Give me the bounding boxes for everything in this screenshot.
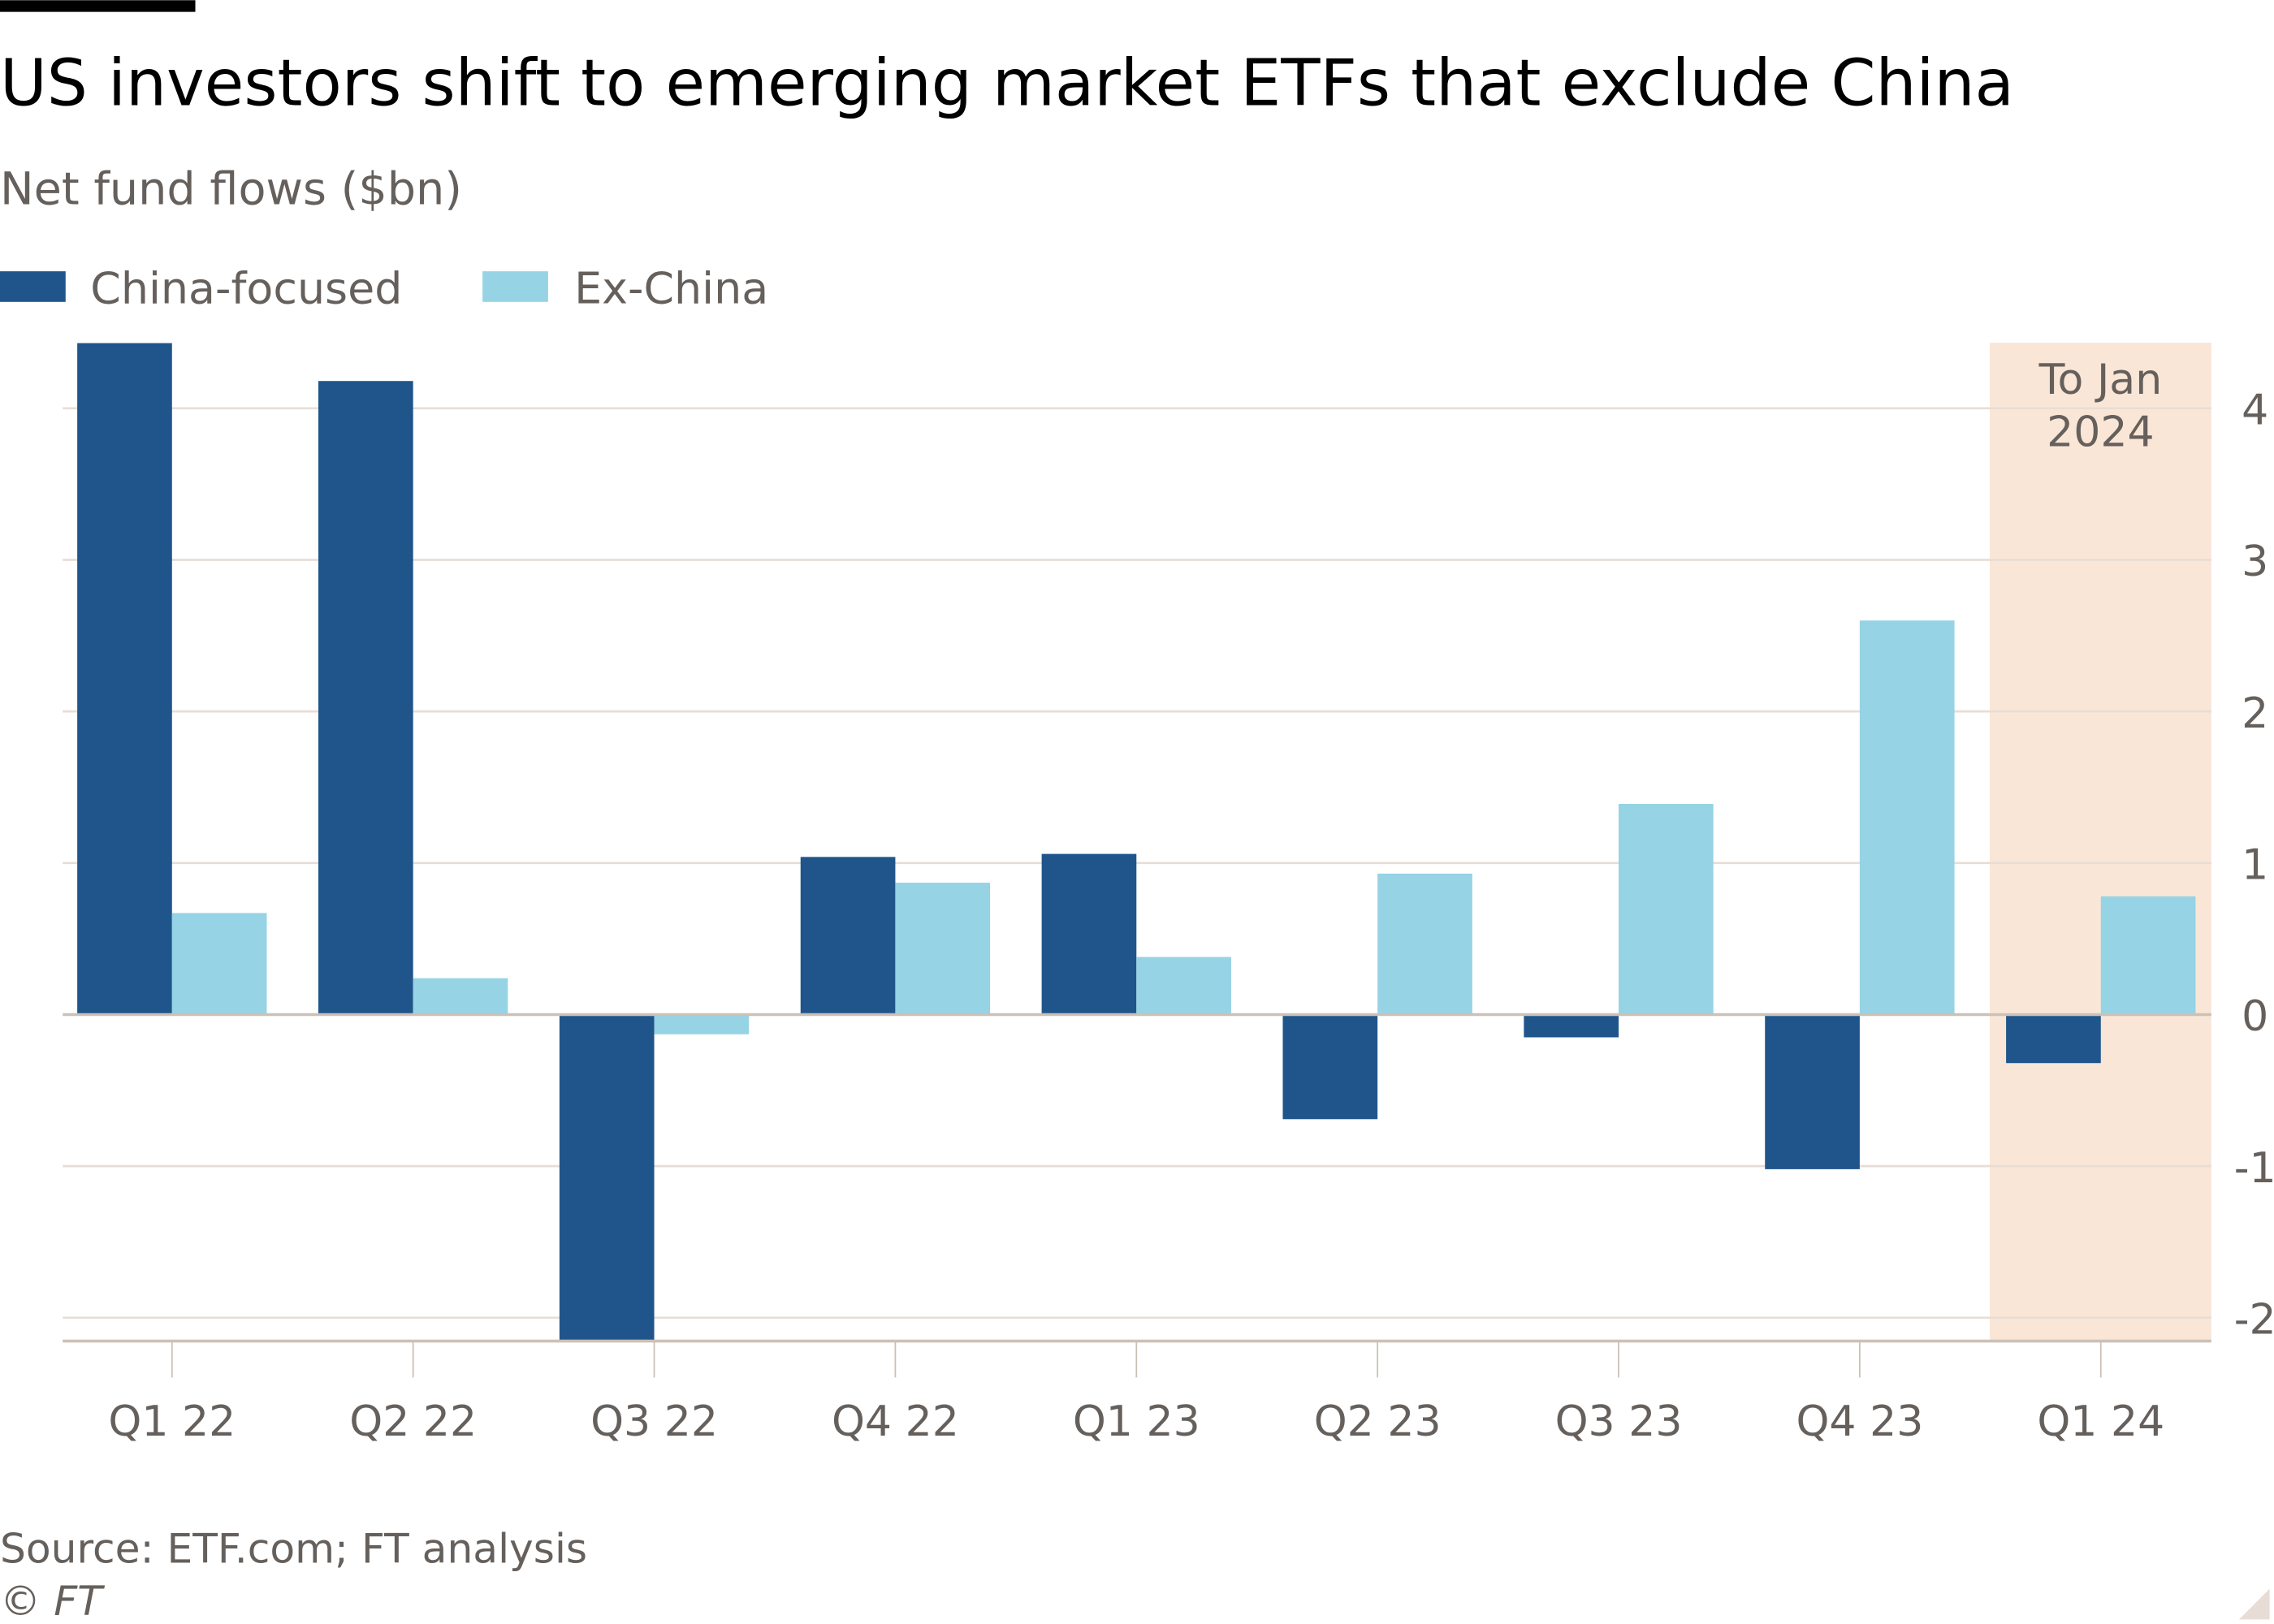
x-tick-label: Q2 23 (1314, 1397, 1442, 1446)
bar-exchina (2100, 896, 2196, 1015)
bar-china (1524, 1014, 1619, 1038)
y-tick-label: 4 (2242, 387, 2268, 435)
bar-exchina (1377, 873, 1472, 1015)
x-tick-label: Q1 22 (108, 1397, 236, 1446)
source-note: Source: ETF.com; FT analysis (0, 1524, 587, 1572)
bar-china (318, 381, 413, 1015)
chart-subtitle: Net fund flows ($bn) (0, 163, 462, 216)
x-tick-label: Q4 22 (832, 1397, 959, 1446)
bar-exchina (1136, 957, 1231, 1015)
x-tick-label: Q2 22 (349, 1397, 477, 1446)
bar-china (800, 857, 896, 1015)
corner-mark-icon (2238, 1588, 2270, 1620)
bar-china (77, 343, 172, 1015)
bar-exchina (654, 1014, 750, 1034)
x-tick-label: Q1 24 (2037, 1397, 2164, 1446)
bar-china (1041, 853, 1137, 1015)
chart-title: US investors shift to emerging market ET… (0, 45, 2014, 120)
bar-exchina (1619, 804, 1714, 1015)
y-tick-label: 1 (2242, 841, 2268, 890)
bar-china (1765, 1014, 1860, 1169)
bar-exchina (1859, 620, 1955, 1015)
highlight-region (1990, 343, 2211, 1341)
annotation-line2: 2024 (2047, 408, 2154, 456)
legend-swatch-china (0, 271, 66, 302)
y-tick-label: -1 (2234, 1144, 2274, 1193)
annotation-line1: To Jan (2038, 356, 2163, 404)
bar-exchina (171, 913, 267, 1015)
y-tick-label: 2 (2242, 689, 2268, 738)
bar-exchina (413, 978, 508, 1015)
y-tick-label: 3 (2242, 538, 2268, 586)
x-tick-label: Q3 23 (1555, 1397, 1683, 1446)
x-tick-label: Q4 23 (1796, 1397, 1923, 1446)
y-tick-label: 0 (2242, 992, 2268, 1041)
x-tick-label: Q1 23 (1073, 1397, 1200, 1446)
y-tick-label: -2 (2234, 1296, 2274, 1345)
legend-swatch-exchina (482, 271, 548, 302)
legend-label-exchina: Ex-China (574, 263, 768, 314)
bar-china (559, 1014, 655, 1341)
bar-china (2006, 1014, 2101, 1064)
copyright: © FT (0, 1577, 105, 1624)
x-tick-label: Q3 22 (590, 1397, 718, 1446)
legend-label-china: China-focused (90, 263, 402, 314)
bar-exchina (895, 883, 991, 1015)
title-bar-accent (0, 0, 196, 12)
bar-china (1282, 1014, 1378, 1120)
